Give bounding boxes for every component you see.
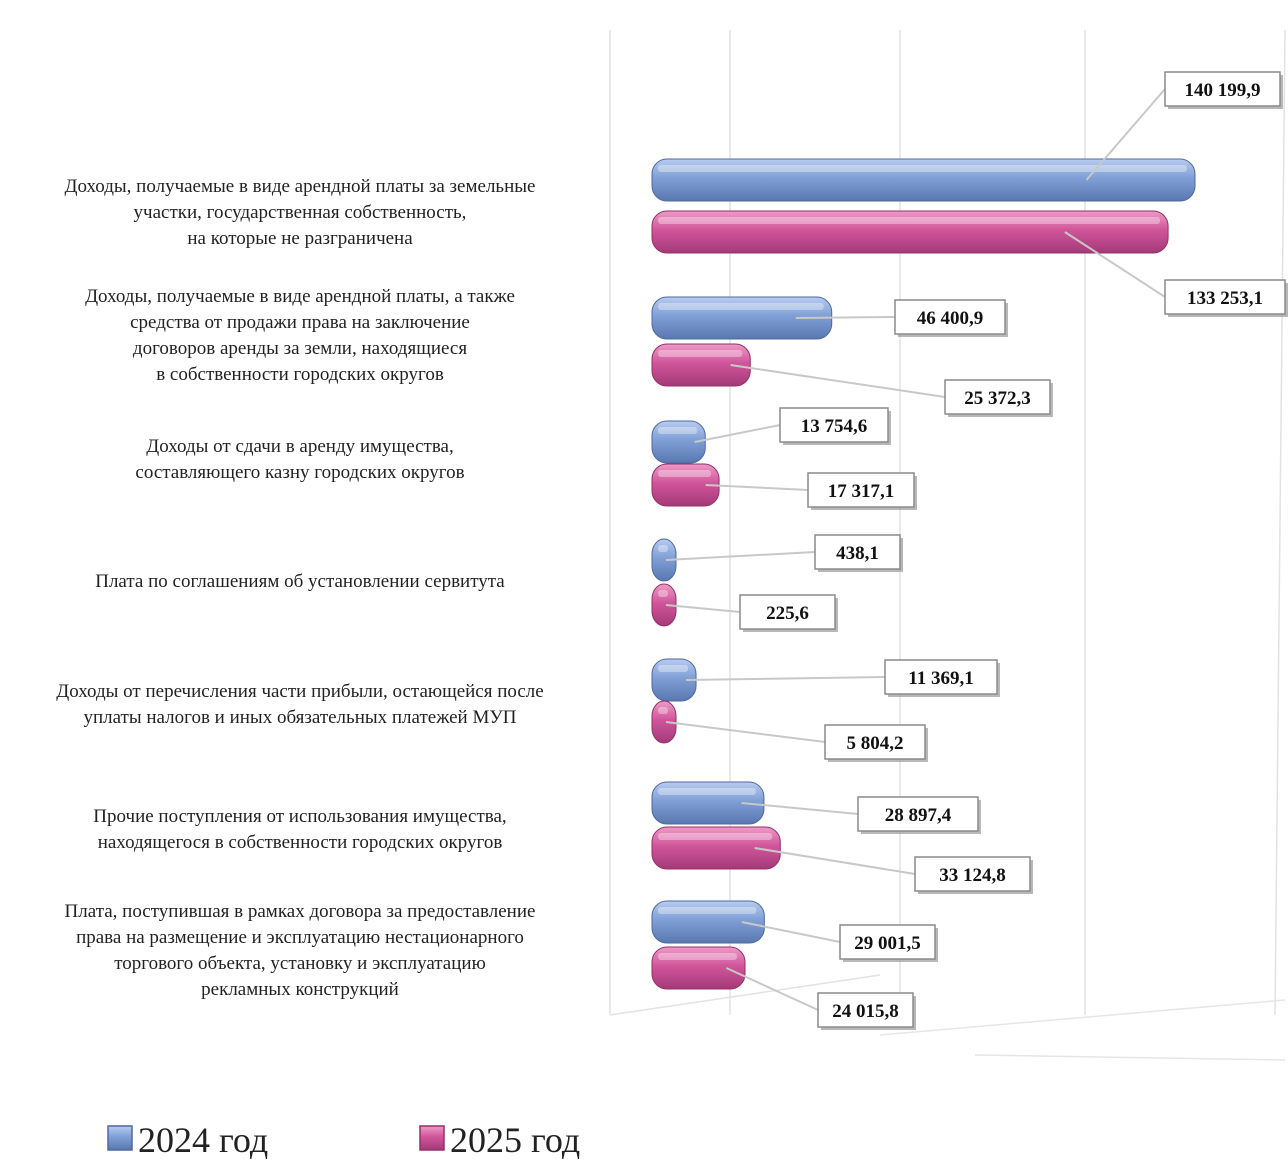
category-label: в собственности городских округов xyxy=(156,364,444,385)
callout-box xyxy=(739,594,836,630)
bar-highlight xyxy=(658,165,1187,172)
bar xyxy=(651,343,751,387)
bar-highlight xyxy=(658,953,738,960)
category-label: права на размещение и эксплуатацию неста… xyxy=(76,927,524,948)
category-label: Доходы от перечисления части прибыли, ос… xyxy=(56,681,543,702)
callout-leader xyxy=(741,802,859,815)
callout-box xyxy=(779,407,889,443)
callout-leader xyxy=(686,676,886,681)
callout-box xyxy=(817,992,914,1028)
data-label: 29 001,5 xyxy=(854,933,921,954)
callout-leader xyxy=(725,967,819,1011)
data-label: 24 015,8 xyxy=(832,1001,899,1022)
category-label: Плата, поступившая в рамках договора за … xyxy=(65,901,536,922)
bar xyxy=(651,158,1196,202)
bar-highlight xyxy=(658,590,668,597)
callout-box xyxy=(807,472,915,508)
category-label: составляющего казну городских округов xyxy=(135,462,464,483)
callout-leader xyxy=(730,364,946,398)
floor-line xyxy=(609,974,881,1016)
bar xyxy=(651,700,677,744)
category-label: договоров аренды за земли, находящиеся xyxy=(133,338,467,359)
callout-box xyxy=(839,924,936,960)
category-label: Плата по соглашениям об установлении сер… xyxy=(95,571,505,592)
bar-highlight xyxy=(658,470,712,477)
callout-leader xyxy=(754,847,916,875)
callout-box xyxy=(884,659,998,695)
category-labels: Доходы, получаемые в виде арендной платы… xyxy=(56,176,543,1000)
category-label: торгового объекта, установку и эксплуата… xyxy=(114,953,486,974)
data-label: 28 897,4 xyxy=(885,805,952,826)
callout-leader xyxy=(665,551,816,561)
bar-highlight xyxy=(658,788,756,795)
value-callouts: 140 199,9 46 400,9 13 754,6 438,1 11 369,1 28… xyxy=(665,71,1288,1030)
data-label: 140 199,9 xyxy=(1185,80,1261,101)
grid-line xyxy=(1274,29,1286,1016)
callout-box xyxy=(857,796,979,832)
category-label: средства от продажи права на заключение xyxy=(130,312,470,333)
legend-label: 2025 год xyxy=(450,1120,580,1160)
callout-leader xyxy=(795,316,896,319)
bar-highlight xyxy=(658,350,743,357)
callout-leader xyxy=(705,484,809,491)
callout-box xyxy=(824,724,926,760)
category-label: участки, государственная собственность, xyxy=(134,202,467,223)
bar-highlight xyxy=(658,665,689,672)
bar-highlight xyxy=(658,707,668,714)
bar xyxy=(651,781,765,825)
category-label: Прочие поступления от использования имущ… xyxy=(93,806,506,827)
legend-label: 2024 год xyxy=(138,1120,268,1160)
bar xyxy=(651,826,781,870)
data-label: 5 804,2 xyxy=(847,733,904,754)
floor-line xyxy=(879,999,1286,1036)
callout-leader xyxy=(741,921,841,943)
bar xyxy=(651,946,746,990)
category-label: на которые не разграничена xyxy=(187,228,413,249)
category-label: Доходы, получаемые в виде арендной платы… xyxy=(65,176,536,197)
data-label: 11 369,1 xyxy=(908,668,973,689)
bar-highlight xyxy=(658,427,698,434)
bar xyxy=(651,900,765,944)
legend: 2024 год 2025 год xyxy=(107,1120,580,1160)
data-label: 225,6 xyxy=(766,603,809,624)
floor-line xyxy=(974,1054,1286,1061)
data-label: 438,1 xyxy=(836,543,879,564)
callout-leader xyxy=(665,721,826,743)
callout-leader xyxy=(665,604,741,613)
bar xyxy=(651,420,706,464)
bars xyxy=(651,158,1196,990)
bar-highlight xyxy=(658,545,668,552)
callout-box xyxy=(1164,279,1286,315)
callout-box xyxy=(894,299,1006,335)
category-label: находящегося в собственности городских о… xyxy=(98,832,503,853)
data-label: 17 317,1 xyxy=(828,481,895,502)
callout-box xyxy=(814,534,901,570)
data-label: 46 400,9 xyxy=(917,308,984,329)
callout-box xyxy=(914,856,1031,892)
callout-leader xyxy=(1085,88,1166,181)
category-label: Доходы от сдачи в аренду имущества, xyxy=(146,436,454,457)
callout-box xyxy=(944,379,1051,415)
data-label: 33 124,8 xyxy=(939,865,1006,886)
bar-highlight xyxy=(658,303,824,310)
data-label: 25 372,3 xyxy=(964,388,1031,409)
legend-swatch xyxy=(107,1125,133,1151)
callout-box xyxy=(1164,71,1281,107)
bar xyxy=(651,210,1169,254)
legend-swatch xyxy=(419,1125,445,1151)
data-label: 133 253,1 xyxy=(1187,288,1263,309)
category-label: Доходы, получаемые в виде арендной платы… xyxy=(85,286,515,307)
bar-highlight xyxy=(658,833,773,840)
bar-highlight xyxy=(658,217,1161,224)
category-label: уплаты налогов и иных обязательных плате… xyxy=(83,707,516,728)
callout-leader xyxy=(694,424,781,443)
callout-leader xyxy=(1064,231,1166,298)
bar-highlight xyxy=(658,907,757,914)
category-label: рекламных конструкций xyxy=(201,979,399,1000)
data-label: 13 754,6 xyxy=(801,416,868,437)
